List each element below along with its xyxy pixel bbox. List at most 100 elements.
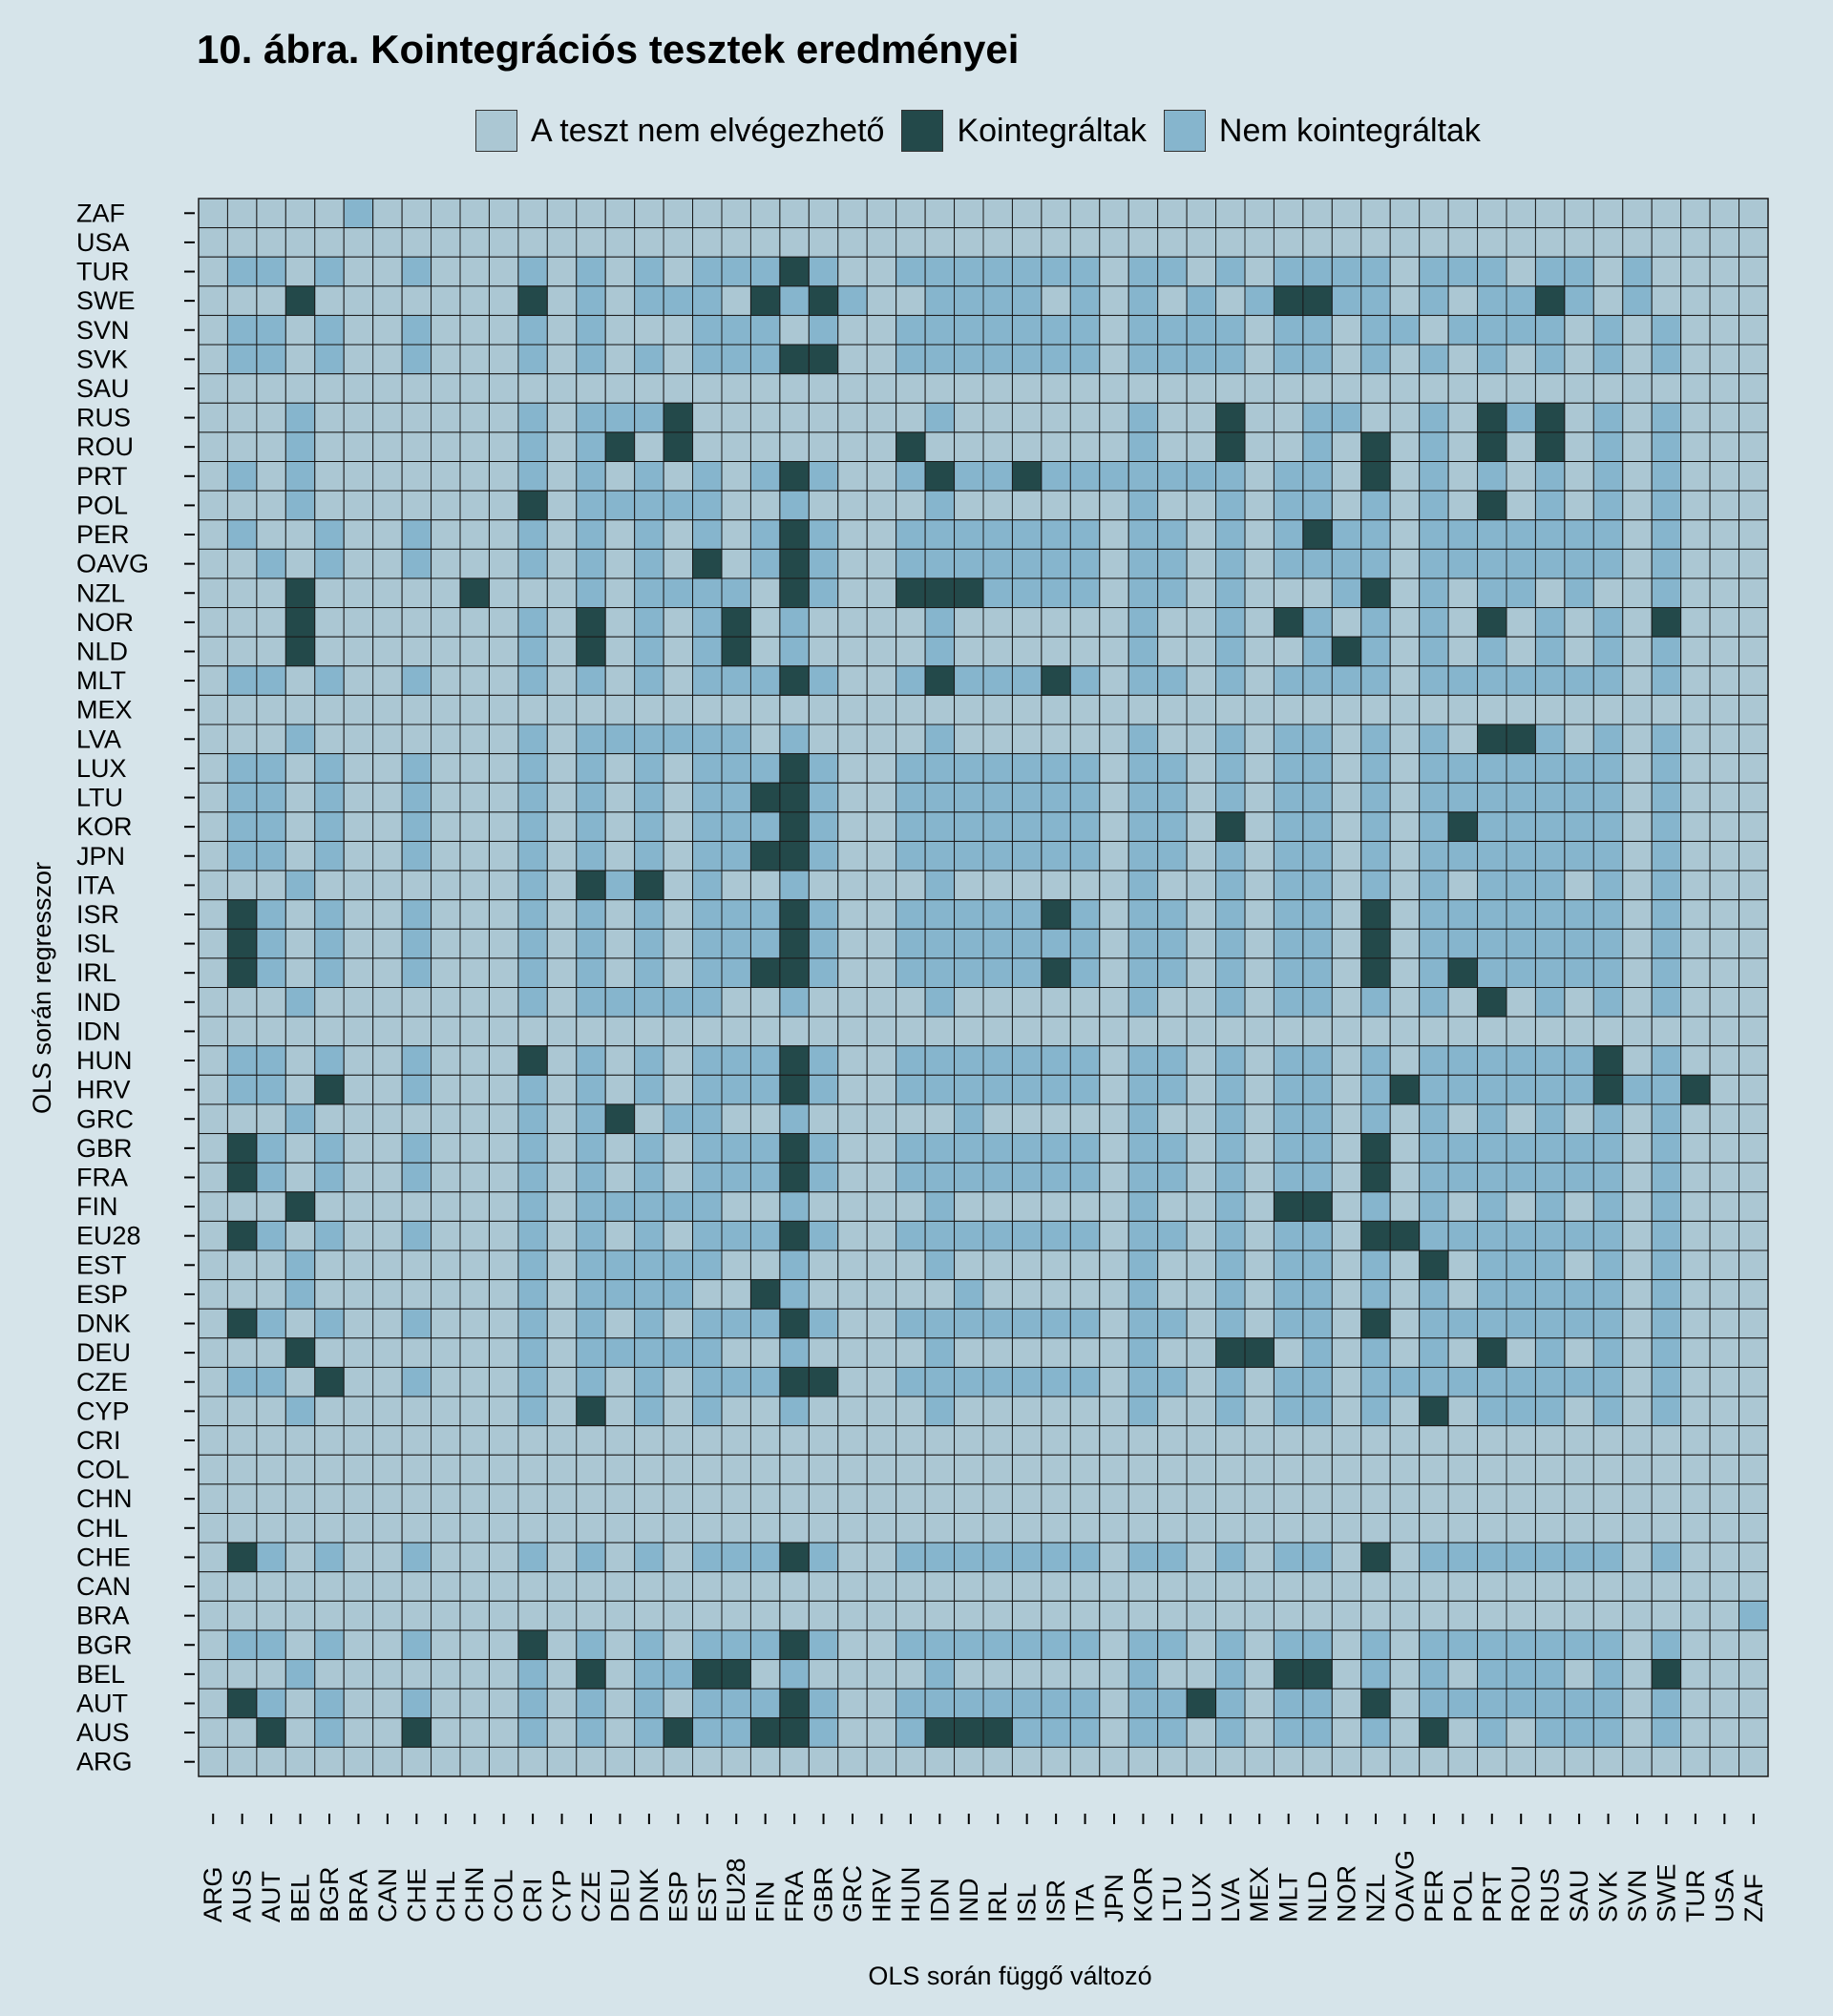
heatmap-cell (604, 373, 636, 404)
heatmap-cell (1273, 811, 1304, 842)
heatmap-cell (721, 1600, 751, 1631)
heatmap-cell (1011, 636, 1043, 667)
heatmap-cell (1506, 987, 1536, 1018)
heatmap-cell (372, 665, 403, 696)
heatmap-cell (1273, 957, 1304, 989)
heatmap-cell (517, 1425, 548, 1456)
heatmap-cell (546, 636, 578, 667)
heatmap-cell (721, 461, 751, 492)
heatmap-cell (488, 1454, 519, 1485)
heatmap-cell (866, 256, 897, 287)
heatmap-cell (954, 782, 984, 813)
heatmap-cell (1447, 1396, 1479, 1427)
heatmap-cell (198, 665, 228, 696)
heatmap-cell (372, 1746, 403, 1777)
heatmap-cell (284, 753, 316, 784)
heatmap-cell (1622, 198, 1653, 229)
heatmap-cell (488, 344, 519, 375)
heatmap-cell (459, 431, 490, 463)
heatmap-cell (1622, 1396, 1653, 1427)
heatmap-cell (1389, 1191, 1421, 1222)
heatmap-cell (663, 1103, 694, 1135)
heatmap-cell (866, 1629, 897, 1661)
heatmap-cell (1506, 548, 1536, 579)
heatmap-cell (488, 1717, 519, 1748)
heatmap-cell (517, 1571, 548, 1602)
heatmap-cell (663, 957, 694, 989)
heatmap-cell (634, 519, 664, 550)
heatmap-cell (431, 811, 461, 842)
heatmap-cell (226, 1746, 258, 1777)
heatmap-cell (837, 1513, 868, 1544)
heatmap-cell (1651, 1396, 1682, 1427)
heatmap-cell (576, 402, 606, 433)
heatmap-cell (1302, 1513, 1333, 1544)
heatmap-cell (692, 548, 723, 579)
heatmap-cell (1477, 1133, 1507, 1164)
heatmap-cell (895, 1425, 926, 1456)
heatmap-cell (1622, 870, 1653, 901)
heatmap-cell (1302, 1308, 1333, 1339)
heatmap-cell (1273, 1542, 1304, 1573)
heatmap-cell (198, 1483, 228, 1515)
heatmap-cell (1011, 1308, 1043, 1339)
heatmap-cell (226, 461, 258, 492)
heatmap-cell (837, 870, 868, 901)
heatmap-cell (1157, 314, 1188, 346)
heatmap-cell (372, 724, 403, 755)
heatmap-cell (198, 1396, 228, 1427)
heatmap-cell (1302, 1337, 1333, 1368)
heatmap-cell (1738, 1250, 1769, 1281)
heatmap-cell (459, 1279, 490, 1310)
heatmap-cell (401, 840, 432, 872)
heatmap-cell (837, 198, 868, 229)
heatmap-cell (576, 753, 606, 784)
heatmap-cell (721, 256, 751, 287)
heatmap-cell (1244, 1133, 1275, 1164)
heatmap-cell (808, 227, 839, 258)
heatmap-cell (488, 840, 519, 872)
heatmap-cell (837, 1279, 868, 1310)
heatmap-cell (1709, 782, 1740, 813)
heatmap-cell (1534, 1571, 1566, 1602)
heatmap-cell (1273, 636, 1304, 667)
heatmap-cell (779, 431, 810, 463)
heatmap-cell (808, 461, 839, 492)
heatmap-cell (692, 1688, 723, 1719)
heatmap-cell (1389, 694, 1421, 725)
heatmap-cell (488, 1191, 519, 1222)
heatmap-cell (1622, 1016, 1653, 1047)
heatmap-cell (1011, 227, 1043, 258)
heatmap-cell (1592, 314, 1624, 346)
heatmap-cell (604, 256, 636, 287)
heatmap-cell (1099, 665, 1129, 696)
heatmap-cell (1651, 1629, 1682, 1661)
heatmap-cell (1447, 344, 1479, 375)
heatmap-cell (343, 1746, 374, 1777)
heatmap-cell (1041, 724, 1071, 755)
heatmap-cell (1360, 1513, 1391, 1544)
heatmap-cell (488, 256, 519, 287)
heatmap-cell (1709, 1279, 1740, 1310)
heatmap-cell (546, 1629, 578, 1661)
heatmap-cell (808, 1279, 839, 1310)
heatmap-cell (604, 957, 636, 989)
heatmap-cell (1622, 344, 1653, 375)
heatmap-cell (226, 1103, 258, 1135)
heatmap-cell (256, 724, 286, 755)
heatmap-cell (1331, 1542, 1362, 1573)
heatmap-cell (1564, 256, 1594, 287)
heatmap-cell (1709, 724, 1740, 755)
heatmap-cell (372, 1483, 403, 1515)
y-tick-label: TUR (76, 258, 130, 286)
heatmap-cell (982, 227, 1013, 258)
heatmap-cell (1709, 1600, 1740, 1631)
heatmap-cell (517, 928, 548, 959)
heatmap-cell (1099, 840, 1129, 872)
heatmap-cell (634, 782, 664, 813)
x-tick-label: CZE (577, 1871, 605, 1922)
heatmap-cell (1127, 198, 1159, 229)
heatmap-cell (1041, 1074, 1071, 1105)
heatmap-cell (1622, 840, 1653, 872)
heatmap-cell (517, 811, 548, 842)
